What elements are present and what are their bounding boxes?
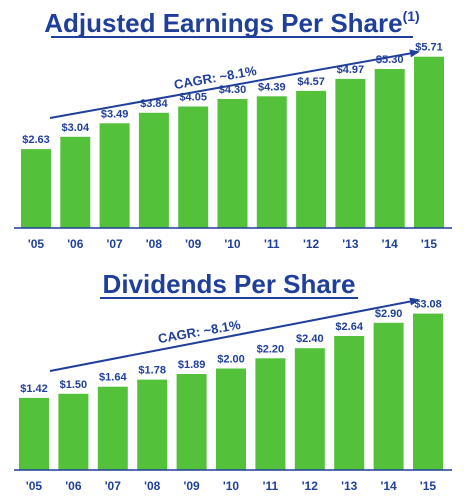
dps-value-label-8: $2.64: [335, 321, 363, 333]
eps-value-label-8: $4.97: [337, 64, 365, 76]
eps-value-labels: $2.63 $3.04 $3.49 $3.84 $4.05 $4.30 $4.39 $4.57…: [22, 42, 443, 146]
dps-value-label-5: $2.00: [217, 354, 245, 366]
dps-bar-9: [373, 322, 404, 470]
dps-bar-1: [58, 393, 89, 470]
dps-value-label-2: $1.64: [99, 372, 127, 384]
dps-cagr-arrow: [49, 297, 420, 372]
eps-value-label-2: $3.49: [101, 108, 129, 120]
dps-tick-label-9: '14: [380, 479, 397, 493]
dps-bar-4: [176, 374, 207, 470]
eps-bar-7: [296, 90, 327, 229]
dps-tick-label-1: '06: [65, 479, 82, 493]
dps-bar-7: [294, 348, 325, 470]
dps-bar-2: [97, 386, 128, 470]
eps-chart-title-group: Adjusted Earnings Per Share(1): [44, 8, 419, 38]
dps-bar-10: [413, 313, 443, 470]
dps-value-label-10: $3.08: [414, 299, 442, 311]
dps-tick-label-4: '09: [183, 479, 200, 493]
dps-tick-label-3: '08: [144, 479, 161, 493]
eps-tick-label-9: '14: [382, 237, 399, 251]
eps-bar-9: [374, 69, 405, 228]
dps-value-label-4: $1.89: [178, 359, 206, 371]
dps-bar-3: [137, 379, 168, 470]
dps-bar-6: [255, 358, 286, 470]
dps-chart: Dividends Per Share CAGR: ~8.1% $1.42 $1.…: [14, 269, 452, 493]
eps-tick-label-6: '11: [264, 237, 280, 251]
eps-value-label-6: $4.39: [258, 81, 286, 93]
eps-value-label-5: $4.30: [219, 84, 247, 96]
eps-tick-label-7: '12: [303, 237, 320, 251]
eps-cagr-arrow: [49, 49, 420, 119]
dps-tick-label-7: '12: [302, 479, 319, 493]
eps-tick-label-2: '07: [106, 237, 123, 251]
dps-tick-label-2: '07: [105, 479, 122, 493]
dps-value-labels: $1.42 $1.50 $1.64 $1.78 $1.89 $2.00 $2.20 $2.40…: [20, 299, 442, 395]
eps-bar-2: [99, 123, 130, 228]
eps-bars: [21, 56, 444, 229]
eps-chart-title-superscript: (1): [403, 8, 420, 24]
eps-bar-8: [335, 78, 366, 229]
dps-tick-label-6: '11: [263, 479, 279, 493]
dps-value-label-9: $2.90: [375, 308, 403, 320]
dps-bar-0: [19, 397, 49, 470]
eps-value-label-4: $4.05: [179, 92, 207, 104]
dps-tick-label-0: '05: [26, 479, 43, 493]
eps-bar-5: [217, 99, 248, 228]
dps-tick-label-8: '13: [341, 479, 358, 493]
dps-value-label-6: $2.20: [257, 343, 285, 355]
eps-bar-4: [178, 106, 209, 228]
eps-bar-0: [21, 149, 51, 228]
eps-bar-6: [256, 96, 287, 228]
eps-tick-label-3: '08: [146, 237, 163, 251]
eps-value-label-0: $2.63: [22, 134, 50, 146]
eps-tick-label-1: '06: [67, 237, 84, 251]
dps-x-ticks: '05 '06 '07 '08 '09 '10 '11 '12 '13 '14 '15: [26, 479, 437, 493]
dps-value-label-7: $2.40: [296, 333, 324, 345]
dps-bars: [19, 313, 443, 470]
dps-value-label-0: $1.42: [20, 383, 48, 395]
eps-tick-label-4: '09: [185, 237, 202, 251]
dps-value-label-1: $1.50: [60, 379, 88, 391]
eps-value-label-3: $3.84: [140, 98, 168, 110]
dps-tick-label-5: '10: [223, 479, 240, 493]
eps-value-label-10: $5.71: [415, 42, 443, 54]
dps-value-label-3: $1.78: [138, 365, 166, 377]
eps-bar-1: [60, 136, 91, 228]
eps-tick-label-5: '10: [224, 237, 241, 251]
dps-bar-8: [334, 336, 365, 470]
dps-tick-label-10: '15: [420, 479, 437, 493]
eps-value-label-1: $3.04: [62, 122, 90, 134]
eps-bar-3: [138, 112, 169, 228]
eps-value-label-9: $5.30: [376, 54, 404, 66]
eps-chart-title: Adjusted Earnings Per Share: [44, 8, 402, 38]
eps-x-ticks: '05 '06 '07 '08 '09 '10 '11 '12 '13 '14 '15: [28, 237, 438, 251]
eps-tick-label-0: '05: [28, 237, 45, 251]
eps-value-label-7: $4.57: [297, 76, 325, 88]
eps-bar-10: [414, 56, 444, 229]
eps-tick-label-10: '15: [421, 237, 438, 251]
eps-tick-label-8: '13: [342, 237, 359, 251]
dps-bar-5: [216, 368, 246, 470]
dps-chart-title: Dividends Per Share: [103, 269, 356, 299]
eps-chart: Adjusted Earnings Per Share(1) CAGR: ~8.…: [14, 8, 452, 251]
